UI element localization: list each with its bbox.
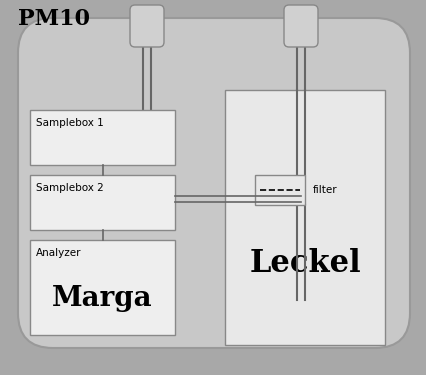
Text: Analyzer: Analyzer	[36, 248, 81, 258]
Bar	[30, 240, 175, 335]
FancyBboxPatch shape	[130, 5, 164, 47]
Text: Samplebox 1: Samplebox 1	[36, 118, 104, 128]
FancyBboxPatch shape	[284, 5, 318, 47]
Text: Leckel: Leckel	[249, 248, 361, 279]
FancyBboxPatch shape	[18, 18, 410, 348]
Bar	[225, 90, 385, 345]
Text: Samplebox 2: Samplebox 2	[36, 183, 104, 193]
Bar	[30, 110, 175, 165]
Text: filter: filter	[313, 185, 338, 195]
Text: Marga: Marga	[52, 285, 153, 312]
Bar	[30, 175, 175, 230]
Bar	[255, 175, 305, 205]
Text: PM10: PM10	[18, 8, 90, 30]
